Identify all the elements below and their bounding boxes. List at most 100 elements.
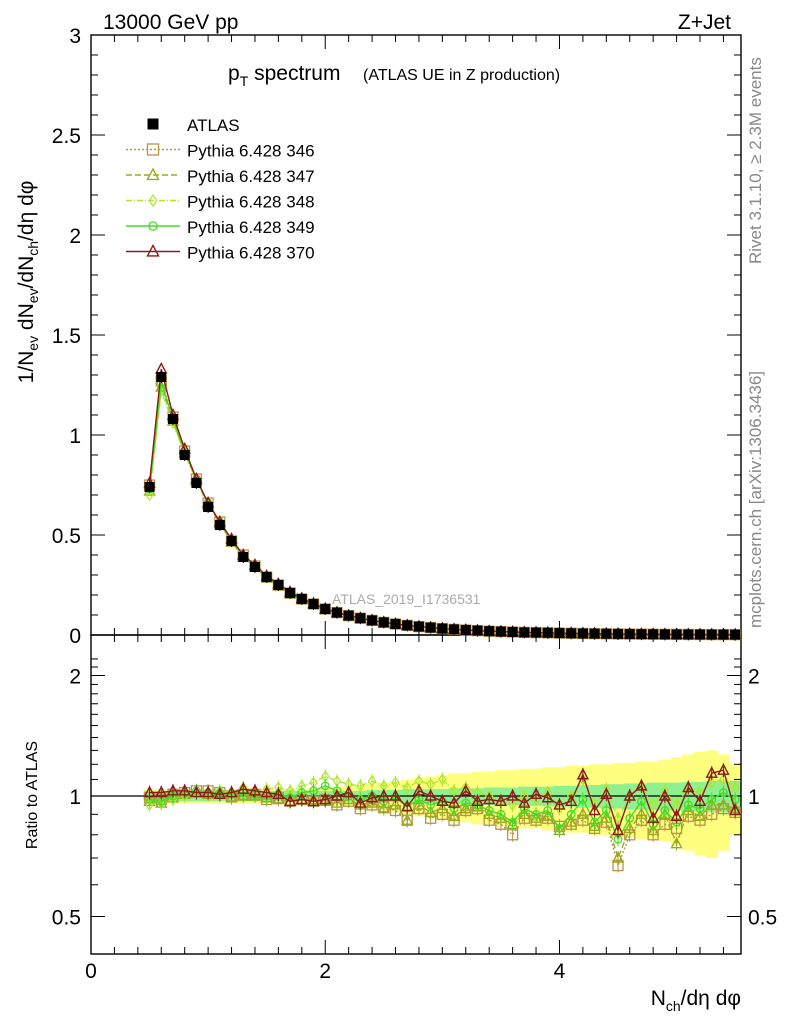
legend-marker-atlas (147, 118, 159, 130)
ratio-y-tick-label-right: 0.5 (748, 907, 777, 930)
data-point (659, 629, 670, 640)
data-point (296, 594, 307, 604)
ratio-y-tick-label-right: 2 (748, 666, 760, 689)
series-point-ratio (682, 780, 695, 793)
data-point (484, 626, 495, 637)
series-point-ratio (320, 781, 330, 791)
series-point-ratio (436, 794, 449, 806)
series-point-ratio (389, 788, 402, 801)
main-y-tick-label: 0.5 (52, 525, 81, 548)
series-point-ratio (307, 794, 320, 806)
ratio-y-tick-label: 2 (69, 666, 81, 689)
data-point (285, 588, 296, 598)
series-point-ratio (590, 817, 600, 827)
main-y-tick-label: 2.5 (52, 125, 81, 148)
data-point (437, 623, 448, 634)
data-point (249, 562, 260, 572)
series-point-ratio (401, 799, 414, 812)
series-point-ratio (201, 785, 215, 798)
data-point (144, 482, 155, 492)
series-point-ratio (707, 795, 717, 804)
series-point-ratio (670, 836, 683, 849)
x-axis-title: Nch/dη dφ (651, 987, 741, 1014)
series-point-ratio (237, 782, 250, 794)
legend-label: Pythia 6.428 348 (187, 193, 315, 212)
series-point-ratio (494, 794, 508, 806)
data-point (589, 628, 600, 639)
series-point-ratio (389, 797, 402, 810)
series-point-ratio (447, 796, 461, 808)
series-point-ratio (330, 796, 344, 808)
series-point-ratio (693, 794, 707, 806)
data-point (378, 617, 389, 628)
series-point-ratio (660, 806, 670, 815)
series-point-main (145, 488, 154, 502)
series-point-ratio (248, 783, 262, 796)
series-point-ratio (354, 796, 367, 808)
data-point (238, 552, 249, 562)
series-point-ratio (401, 813, 414, 825)
data-point (706, 629, 717, 640)
data-point (367, 615, 378, 626)
legend-marker (146, 243, 160, 257)
x-axis: 0 2 4 (85, 35, 724, 983)
series-point-ratio (707, 776, 716, 789)
rivet-info-label: Rivet 3.1.10, ≥ 2.3M events (746, 57, 765, 264)
series-point-ratio (553, 797, 566, 810)
series-point-ratio (367, 774, 377, 788)
series-point-ratio (412, 797, 426, 810)
series-point-ratio (496, 809, 506, 819)
series-point-ratio (459, 783, 472, 796)
series-point-ratio (728, 803, 742, 816)
title-subscript: T (240, 73, 249, 89)
series-point-ratio (625, 813, 635, 823)
data-point (542, 627, 553, 638)
series-point-ratio (578, 773, 588, 786)
series-point-ratio (295, 792, 308, 805)
series-point-ratio (543, 806, 553, 815)
data-point (519, 627, 530, 638)
main-y-tick-label: 0 (69, 625, 81, 648)
mcplots-label: mcplots.cern.ch [arXiv:1306.3436] (746, 371, 765, 628)
series-point-ratio (319, 792, 332, 805)
data-point (308, 599, 319, 609)
series-point-ratio (330, 788, 344, 801)
data-point (343, 610, 354, 621)
series-point-ratio (260, 785, 273, 798)
series-point-ratio (342, 785, 355, 798)
series-point-ratio (391, 776, 400, 789)
chart-subtitle: (ATLAS UE in Z production) (363, 67, 560, 84)
legend-label: Pythia 6.428 346 (187, 142, 315, 161)
series-point-ratio (402, 781, 412, 794)
series-point-ratio (155, 785, 168, 798)
series-point-ratio (483, 792, 496, 805)
data-point (472, 625, 483, 636)
series-point-ratio (670, 809, 683, 821)
ratio-y-tick-label-right: 1 (748, 786, 760, 809)
series-point-ratio (213, 787, 226, 799)
series-point-ratio (555, 802, 564, 815)
series-point-ratio (508, 817, 518, 827)
series-point-ratio (436, 801, 449, 814)
series-point-ratio (424, 805, 437, 818)
series-point-ratio (190, 785, 203, 798)
data-point (683, 629, 694, 640)
series-point-ratio (508, 798, 517, 811)
data-point (624, 629, 635, 640)
data-point (191, 478, 202, 488)
series-point-ratio (578, 795, 588, 804)
analysis-id-label: ATLAS_2019_I1736531 (332, 591, 481, 607)
main-y-tick-label: 2 (69, 225, 81, 248)
series-point-ratio (412, 783, 426, 796)
series-point-ratio (565, 815, 578, 827)
data-point (613, 628, 624, 639)
data-point (601, 628, 612, 639)
x-tick-label: 4 (554, 960, 566, 983)
data-point (425, 622, 436, 633)
data-point (449, 624, 460, 635)
process-label: Z+Jet (678, 11, 731, 34)
series-point-ratio (576, 767, 590, 780)
series-point-ratio (461, 798, 471, 808)
series-point-ratio (225, 785, 238, 798)
